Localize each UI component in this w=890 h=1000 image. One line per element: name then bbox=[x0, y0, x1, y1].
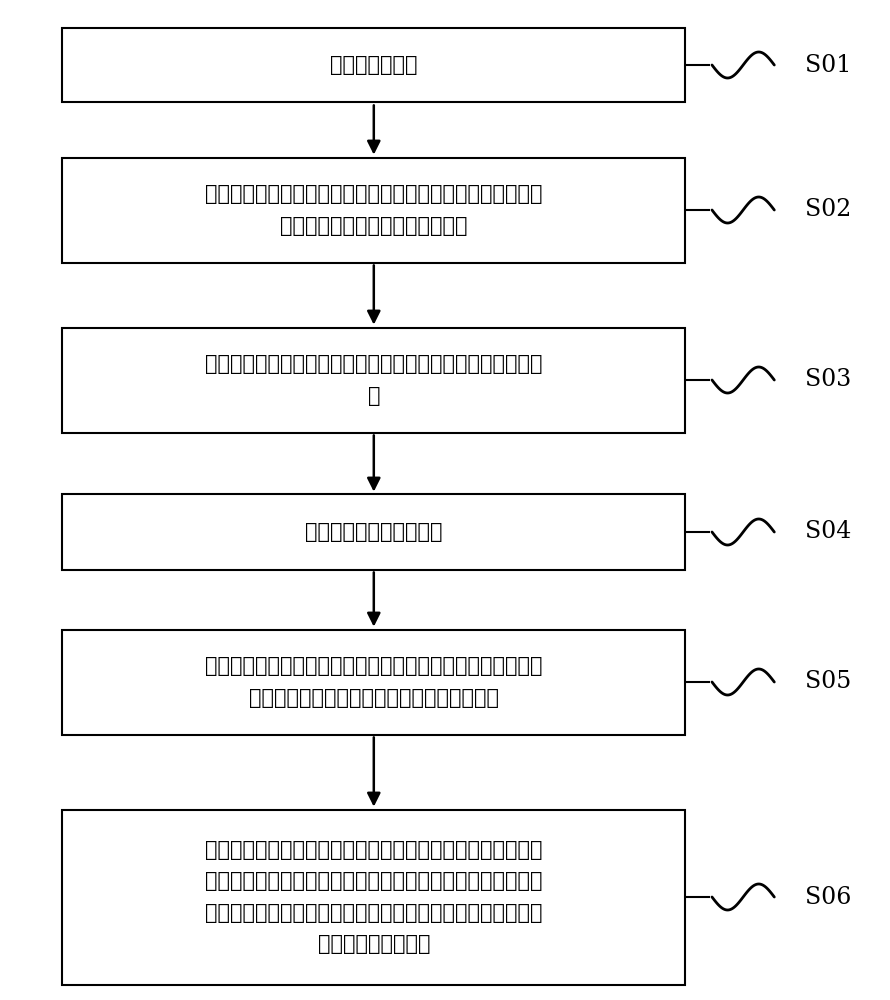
Text: S02: S02 bbox=[805, 198, 851, 222]
Text: S04: S04 bbox=[805, 520, 851, 544]
Text: 在外延层中形成脊形结构: 在外延层中形成脊形结构 bbox=[305, 522, 442, 542]
Text: 在公共外延层一侧且在第一介质结构限定的区域制备分立外延
层: 在公共外延层一侧且在第一介质结构限定的区域制备分立外延 层 bbox=[205, 354, 543, 406]
Text: S06: S06 bbox=[805, 886, 851, 908]
Text: 在公共外延层远离分立外延层的一侧制备公共电极层；在脊形
结构远离公共外延结构的一侧制备分立电极层: 在公共外延层远离分立外延层的一侧制备公共电极层；在脊形 结构远离公共外延结构的一… bbox=[205, 656, 543, 708]
Text: S03: S03 bbox=[805, 368, 851, 391]
Text: 制备公共外延层: 制备公共外延层 bbox=[330, 55, 417, 75]
FancyBboxPatch shape bbox=[62, 27, 685, 102]
Text: 在公共外延层一侧制备第一介质层，图案化第一介质层形成沿
第一方向排列的多个第一介质结构: 在公共外延层一侧制备第一介质层，图案化第一介质层形成沿 第一方向排列的多个第一介… bbox=[205, 184, 543, 236]
Text: S05: S05 bbox=[805, 670, 851, 694]
Text: 沿预设解理位置对分立外延层、公共外延层、公共电极层和分
立电极层进行解理，形成多个分立外延结构、多个公共外延结
构、多个公共电极和多个分立电极；预设解理位置位于: 沿预设解理位置对分立外延层、公共外延层、公共电极层和分 立电极层进行解理，形成多… bbox=[205, 840, 543, 954]
FancyBboxPatch shape bbox=[62, 494, 685, 569]
FancyBboxPatch shape bbox=[62, 157, 685, 262]
FancyBboxPatch shape bbox=[62, 630, 685, 734]
FancyBboxPatch shape bbox=[62, 328, 685, 432]
FancyBboxPatch shape bbox=[62, 810, 685, 984]
Text: S01: S01 bbox=[805, 53, 851, 77]
